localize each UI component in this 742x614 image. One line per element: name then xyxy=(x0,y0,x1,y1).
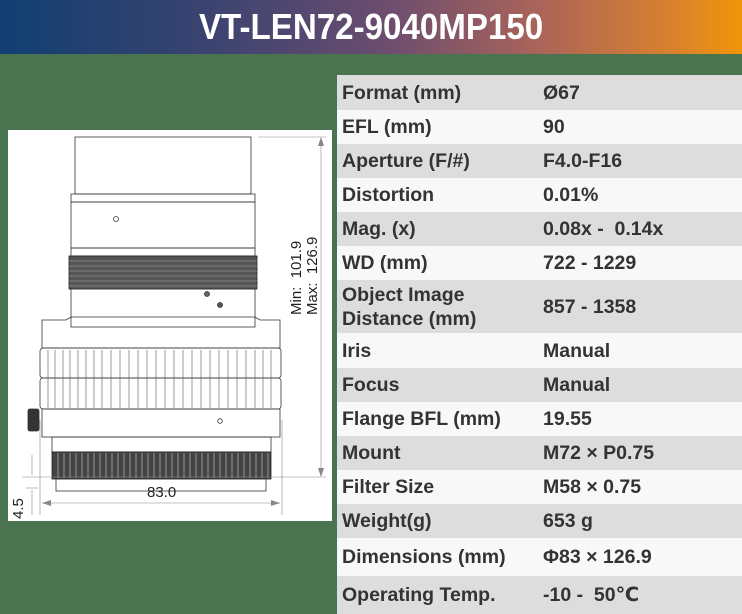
table-row: Iris Manual xyxy=(337,333,742,368)
table-row: Focus Manual xyxy=(337,368,742,402)
spec-value: 0.01% xyxy=(543,184,599,206)
spec-value: 19.55 xyxy=(543,408,592,430)
spec-label: Filter Size xyxy=(342,476,435,498)
table-row: Aperture (F/#) F4.0-F16 xyxy=(337,144,742,178)
spec-label: Object Image Distance (mm) xyxy=(342,283,477,330)
spec-value: M58 × 0.75 xyxy=(543,476,642,498)
table-row: Object Image Distance (mm) 857 - 1358 xyxy=(337,280,742,333)
table-row: Weight(g) 653 g xyxy=(337,504,742,538)
dimension-height-max: Max: 126.9 xyxy=(304,236,321,315)
lens-drawing-icon xyxy=(22,136,326,515)
spec-value: -10 - 50℃ xyxy=(543,584,640,606)
table-row: Filter Size M58 × 0.75 xyxy=(337,470,742,504)
specifications-table: Format (mm) Ø67 EFL (mm) 90 Aperture (F/#)… xyxy=(337,75,742,614)
spec-label: Focus xyxy=(342,374,400,396)
dimension-flange: 4.5 xyxy=(10,498,27,519)
spec-label: Mount xyxy=(342,442,401,464)
table-row: Dimensions (mm) Φ83 × 126.9 xyxy=(337,538,742,576)
spec-value: M72 × P0.75 xyxy=(543,442,655,464)
table-row: Distortion 0.01% xyxy=(337,178,742,212)
lens-dimension-drawing: Min: 101.9 Max: 126.9 83.0 4.5 xyxy=(8,130,332,521)
spec-label: EFL (mm) xyxy=(342,116,432,138)
spec-value: 0.08x - 0.14x xyxy=(543,218,664,240)
spec-value: 722 - 1229 xyxy=(543,252,637,274)
dimension-height-min: Min: 101.9 xyxy=(288,240,305,315)
spec-label: Iris xyxy=(342,339,372,362)
spec-value: 857 - 1358 xyxy=(543,295,637,318)
dimension-width: 83.0 xyxy=(147,484,177,501)
table-row: Mag. (x) 0.08x - 0.14x xyxy=(337,212,742,246)
table-row: Mount M72 × P0.75 xyxy=(337,436,742,470)
spec-label: Format (mm) xyxy=(342,81,462,104)
spec-value: 90 xyxy=(543,116,565,138)
spec-label: Weight(g) xyxy=(342,510,432,532)
spec-label: Aperture (F/#) xyxy=(342,150,470,172)
spec-value: Manual xyxy=(543,339,611,362)
table-row: WD (mm) 722 - 1229 xyxy=(337,246,742,280)
spec-value: 653 g xyxy=(543,510,593,532)
spec-label: Dimensions (mm) xyxy=(342,546,506,568)
spec-label: Distortion xyxy=(342,184,435,206)
spec-value: Manual xyxy=(543,374,611,396)
table-row: Format (mm) Ø67 xyxy=(337,75,742,110)
table-row: Operating Temp. -10 - 50℃ xyxy=(337,576,742,614)
spec-label: WD (mm) xyxy=(342,252,428,274)
spec-label: Operating Temp. xyxy=(342,584,496,606)
spec-value: Φ83 × 126.9 xyxy=(543,546,652,568)
table-row: EFL (mm) 90 xyxy=(337,110,742,144)
spec-value: F4.0-F16 xyxy=(543,150,623,172)
product-title: VT-LEN72-9040MP150 xyxy=(198,6,544,47)
spec-label: Mag. (x) xyxy=(342,218,416,240)
table-row: Flange BFL (mm) 19.55 xyxy=(337,402,742,436)
page-header: VT-LEN72-9040MP150 xyxy=(0,0,742,54)
spec-value: Ø67 xyxy=(543,81,580,104)
spec-label: Flange BFL (mm) xyxy=(342,408,501,430)
